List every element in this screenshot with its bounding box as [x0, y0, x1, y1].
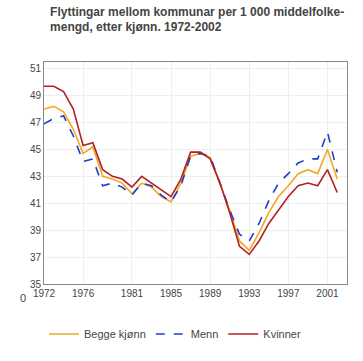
- svg-text:37: 37: [30, 252, 42, 263]
- svg-text:1976: 1976: [72, 288, 95, 299]
- svg-text:1997: 1997: [277, 288, 300, 299]
- svg-text:1985: 1985: [160, 288, 183, 299]
- svg-text:1981: 1981: [121, 288, 144, 299]
- svg-text:1989: 1989: [199, 288, 222, 299]
- svg-text:41: 41: [30, 198, 42, 209]
- svg-text:35: 35: [30, 279, 42, 290]
- svg-text:51: 51: [30, 63, 42, 74]
- svg-text:Flyttingar mellom kommunar per: Flyttingar mellom kommunar per 1 000 mid…: [50, 5, 344, 35]
- svg-text:0: 0: [20, 292, 26, 304]
- svg-text:1993: 1993: [238, 288, 261, 299]
- svg-text:47: 47: [30, 117, 42, 128]
- svg-text:Kvinner: Kvinner: [263, 328, 301, 340]
- svg-text:49: 49: [30, 90, 42, 101]
- svg-text:Begge kjønn: Begge kjønn: [84, 328, 146, 340]
- svg-text:43: 43: [30, 171, 42, 182]
- svg-text:Menn: Menn: [191, 328, 219, 340]
- svg-text:45: 45: [30, 144, 42, 155]
- svg-text:39: 39: [30, 225, 42, 236]
- svg-text:1972: 1972: [33, 288, 56, 299]
- svg-text:2001: 2001: [316, 288, 339, 299]
